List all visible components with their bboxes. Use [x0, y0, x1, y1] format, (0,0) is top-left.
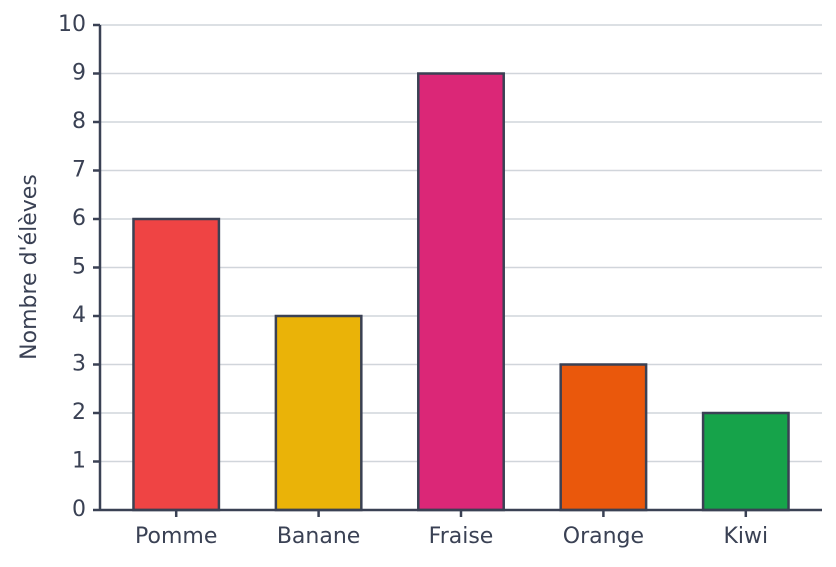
bar [132, 217, 221, 512]
bar [274, 314, 363, 512]
y-axis-label: Nombre d'élèves [17, 174, 42, 360]
y-tick-label: 0 [72, 497, 86, 522]
y-tick-label: 5 [72, 255, 86, 280]
y-tick-label: 10 [58, 12, 86, 37]
bar [701, 411, 790, 512]
y-tick-label: 1 [72, 449, 86, 474]
bar [417, 72, 505, 512]
x-tick-label: Orange [563, 524, 644, 549]
x-tick-label: Pomme [135, 524, 217, 549]
y-tick-label: 2 [72, 400, 86, 425]
x-tick-label: Banane [277, 524, 360, 549]
y-tick-label: 8 [72, 109, 86, 134]
y-tick-label: 9 [72, 61, 86, 86]
y-tick-label: 7 [72, 158, 86, 183]
y-tick-label: 4 [72, 303, 86, 328]
y-tick-label: 3 [72, 352, 86, 377]
bar [559, 363, 648, 512]
x-tick-label: Fraise [429, 524, 494, 549]
x-tick-label: Kiwi [723, 524, 768, 549]
y-tick-label: 6 [72, 206, 86, 231]
